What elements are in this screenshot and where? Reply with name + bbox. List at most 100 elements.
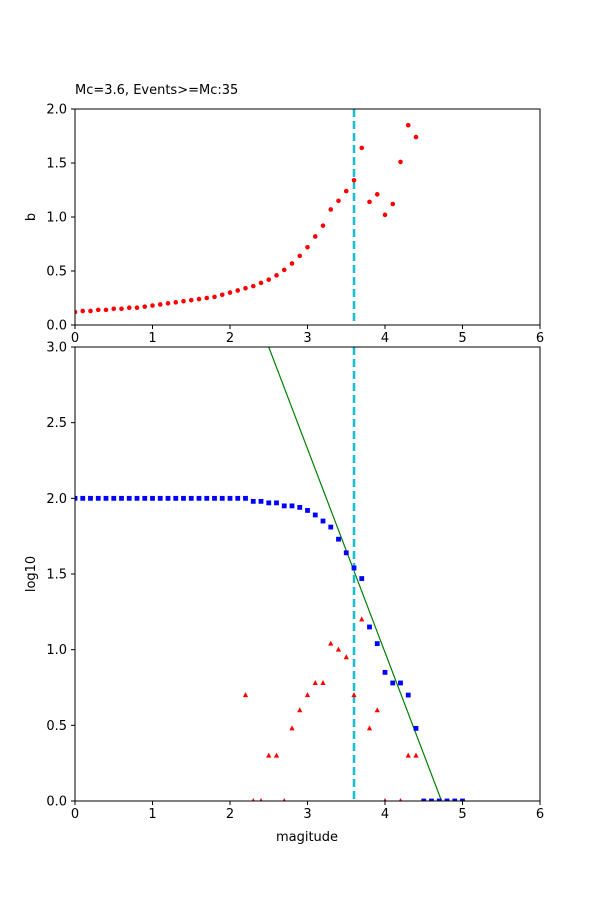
cumulative-point	[297, 505, 303, 510]
b-value-point	[305, 244, 310, 250]
noncumulative-point	[405, 752, 411, 758]
noncumulative-point	[328, 640, 334, 646]
bottom-x-tick-label: 2	[226, 807, 234, 822]
bottom-x-tick-label: 4	[381, 807, 389, 822]
bottom-x-tick-label: 1	[148, 807, 156, 822]
cumulative-point	[452, 798, 458, 801]
noncumulative-point	[335, 646, 342, 652]
cumulative-point	[134, 495, 140, 501]
b-value-point	[374, 192, 380, 197]
bottom-y-tick-label: 0.0	[46, 795, 67, 810]
cumulative-point	[150, 495, 155, 501]
b-value-point	[413, 134, 419, 140]
cumulative-point	[328, 524, 334, 530]
b-value-point	[343, 188, 349, 194]
bottom-y-tick-label: 1.0	[46, 643, 67, 658]
cumulative-point	[367, 624, 372, 630]
b-value-point	[250, 283, 256, 289]
b-value-point	[289, 261, 295, 266]
cumulative-point	[398, 680, 403, 686]
b-value-point	[181, 298, 186, 304]
cumulative-point	[219, 495, 225, 501]
cumulative-point	[75, 495, 78, 501]
cumulative-point	[111, 495, 117, 501]
cumulative-point	[95, 495, 101, 501]
noncumulative-point	[320, 679, 326, 685]
cumulative-point	[429, 798, 434, 801]
cumulative-point	[250, 498, 256, 504]
cumulative-point	[351, 565, 357, 571]
cumulative-point	[382, 669, 388, 675]
noncumulative-point	[273, 752, 280, 758]
b-value-point	[281, 267, 287, 273]
b-value-point	[119, 306, 124, 312]
bottom-y-tick-label: 1.5	[46, 568, 67, 583]
cumulative-point	[126, 495, 132, 501]
bottom-y-tick-label: 3.0	[46, 341, 67, 356]
top-plot-area	[75, 109, 419, 325]
b-value-point	[212, 294, 217, 300]
b-value-point	[336, 198, 341, 204]
noncumulative-point	[297, 707, 303, 713]
top-y-tick-label: 2.0	[46, 103, 67, 118]
noncumulative-point	[383, 798, 387, 801]
b-value-point	[142, 304, 148, 309]
b-value-point	[367, 199, 372, 205]
b-value-point	[219, 292, 225, 298]
cumulative-point	[157, 495, 163, 501]
b-value-point	[258, 280, 264, 286]
cumulative-point	[142, 495, 148, 501]
bottom-x-axis-label: magitude	[276, 830, 338, 845]
b-value-point	[134, 305, 140, 311]
top-y-tick-label: 0.5	[46, 265, 67, 280]
noncumulative-point	[359, 616, 365, 622]
cumulative-point	[204, 495, 210, 501]
b-value-panel: Mc=3.6, Events>=Mc:35 b 0 1 2 3 4 5 6 0.0 0.5 1.0…	[24, 83, 544, 346]
cumulative-point	[196, 495, 202, 501]
cumulative-point	[413, 725, 419, 731]
top-x-tick-label: 5	[458, 331, 466, 346]
noncumulative-point	[282, 798, 286, 801]
cumulative-point	[390, 680, 396, 686]
b-value-point	[95, 307, 101, 313]
cumulative-point	[119, 495, 124, 501]
noncumulative-point	[251, 798, 255, 801]
b-value-point	[351, 177, 357, 183]
noncumulative-point	[259, 798, 263, 801]
b-value-point	[266, 277, 272, 282]
cumulative-point	[312, 512, 318, 518]
noncumulative-point	[374, 707, 380, 713]
b-value-point	[75, 309, 78, 315]
b-value-point	[398, 159, 403, 165]
b-value-point	[88, 308, 93, 314]
noncumulative-point	[312, 679, 318, 685]
cumulative-point	[343, 550, 349, 556]
b-value-point	[274, 273, 279, 278]
b-value-point	[150, 303, 155, 308]
top-x-tick-label: 6	[536, 331, 544, 346]
cumulative-point	[88, 495, 93, 501]
bottom-x-tick-label: 3	[303, 807, 311, 822]
b-value-point	[243, 285, 248, 291]
b-value-point	[111, 306, 117, 312]
top-y-tick-label: 1.0	[46, 211, 67, 226]
top-y-axis-label: b	[24, 213, 39, 221]
frequency-magnitude-panel: magitude log10 0 1 2 3 4 5 6 0.0 0.5 1.0 1.5 2.0 2.5…	[24, 341, 544, 846]
cumulative-point	[320, 518, 326, 524]
top-y-tick-label: 0.0	[46, 319, 67, 334]
noncumulative-point	[343, 654, 349, 660]
cumulative-point	[405, 692, 411, 698]
cumulative-point	[421, 798, 427, 801]
cumulative-point	[336, 536, 341, 542]
top-y-tick-label: 1.5	[46, 157, 67, 172]
top-x-tick-label: 4	[381, 331, 389, 346]
b-value-point	[126, 305, 132, 311]
noncumulative-point	[413, 752, 419, 758]
cumulative-point	[235, 495, 241, 501]
cumulative-point	[274, 500, 279, 506]
bottom-y-tick-label: 2.0	[46, 492, 67, 507]
cumulative-point	[165, 495, 171, 501]
bottom-x-tick-label: 6	[536, 807, 544, 822]
cumulative-point	[359, 576, 365, 581]
